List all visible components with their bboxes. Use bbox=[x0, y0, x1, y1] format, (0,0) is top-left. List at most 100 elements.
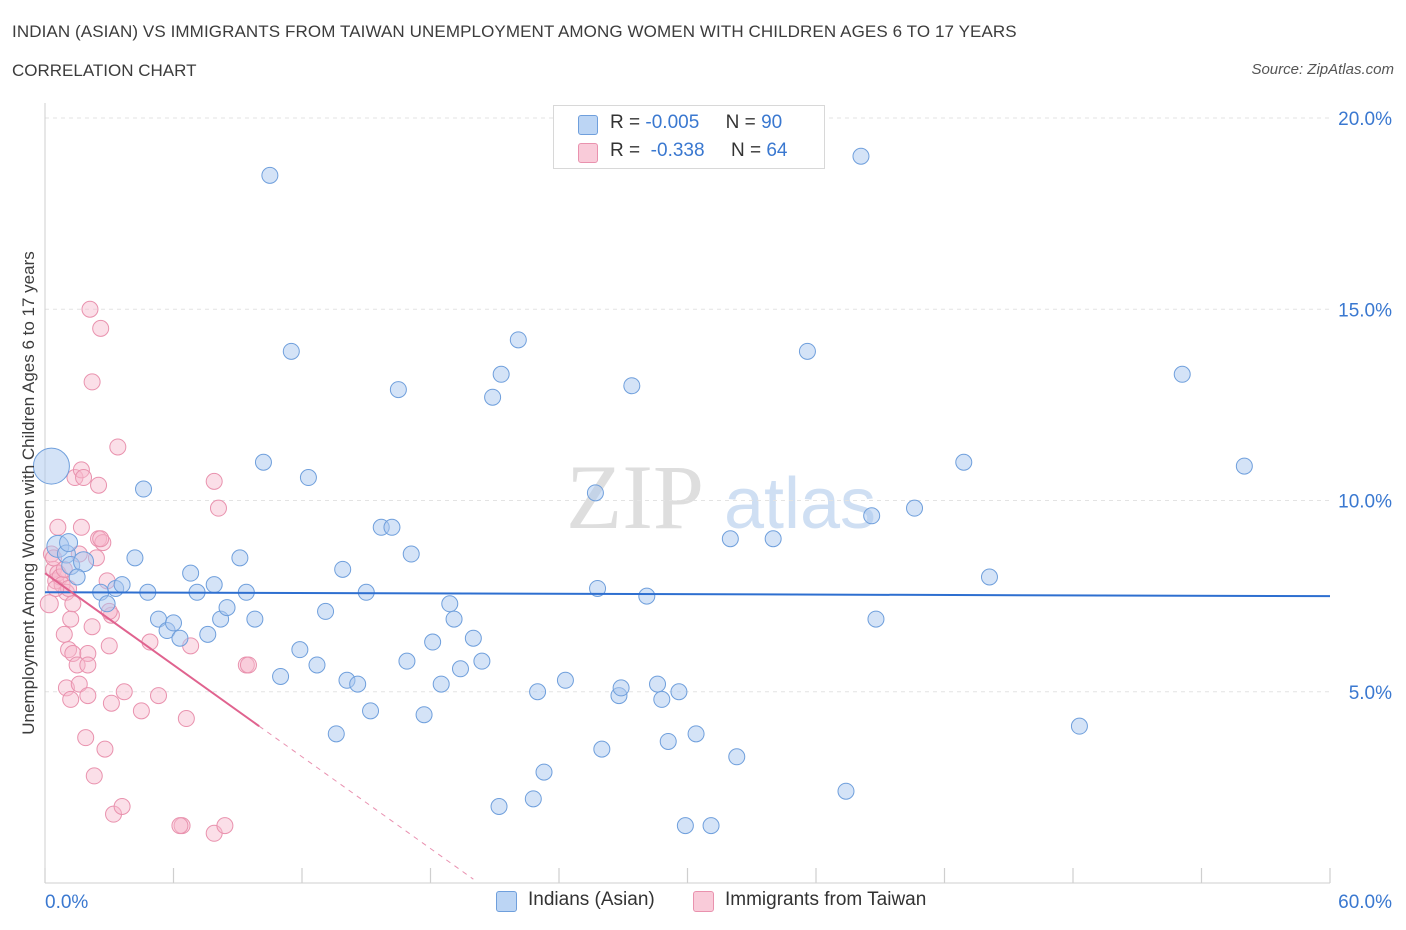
taiwan-point bbox=[177, 710, 195, 728]
indians-point bbox=[1235, 457, 1253, 475]
taiwan-point bbox=[83, 618, 101, 636]
indians-point bbox=[272, 667, 290, 685]
indians-point bbox=[451, 660, 469, 678]
indians-point bbox=[687, 725, 705, 743]
indians-point bbox=[398, 652, 416, 670]
indians-point bbox=[728, 748, 746, 766]
indians-point bbox=[721, 530, 739, 548]
taiwan-point bbox=[100, 637, 118, 655]
taiwan-point bbox=[62, 610, 80, 628]
indians-point bbox=[524, 790, 542, 808]
axes bbox=[44, 103, 1331, 884]
series-legend: Indians (Asian) Immigrants from Taiwan bbox=[0, 887, 1406, 917]
indians-point bbox=[490, 798, 508, 815]
indians-point bbox=[389, 381, 407, 399]
indians-point bbox=[589, 579, 607, 597]
x-tick-label: 60.0% bbox=[1338, 892, 1392, 913]
indians-point bbox=[199, 625, 217, 643]
indians-point bbox=[649, 675, 667, 693]
indians-point bbox=[98, 595, 116, 613]
taiwan-point bbox=[39, 594, 59, 614]
indians-point bbox=[980, 568, 998, 586]
indians-point bbox=[32, 447, 70, 485]
r-value: -0.338 bbox=[650, 140, 705, 161]
indians-point bbox=[308, 656, 326, 674]
legend-row-text: R = -0.338 N = 64 bbox=[610, 140, 787, 162]
trend-lines bbox=[44, 572, 1331, 880]
indians-point bbox=[165, 614, 182, 632]
n-label: N = bbox=[725, 112, 756, 133]
indians-point bbox=[867, 610, 885, 628]
source-credit: Source: ZipAtlas.com bbox=[1251, 61, 1394, 78]
y-tick-label: 20.0% bbox=[1338, 109, 1392, 130]
indians-point bbox=[171, 629, 189, 647]
indians-point bbox=[126, 549, 144, 567]
y-tick-label: 5.0% bbox=[1349, 683, 1392, 704]
taiwan-point bbox=[113, 798, 131, 815]
indians-point bbox=[218, 599, 236, 617]
indians-point bbox=[1173, 365, 1191, 383]
indians-point bbox=[676, 817, 694, 835]
indians-point bbox=[670, 683, 688, 701]
indians-point bbox=[653, 690, 671, 708]
chart-title: INDIAN (ASIAN) VS IMMIGRANTS FROM TAIWAN… bbox=[12, 22, 1017, 41]
taiwan-point bbox=[77, 729, 95, 747]
indians-point bbox=[261, 166, 279, 184]
indians-point bbox=[59, 533, 79, 553]
blue-swatch bbox=[578, 115, 598, 135]
taiwan-point bbox=[49, 518, 67, 536]
taiwan-point bbox=[85, 767, 103, 785]
indians-point bbox=[317, 602, 335, 620]
gridlines bbox=[45, 117, 1330, 693]
n-value: 90 bbox=[761, 112, 783, 133]
taiwan-point bbox=[55, 625, 73, 643]
taiwan-point bbox=[62, 690, 80, 708]
indians-point bbox=[702, 817, 720, 835]
indians-point bbox=[182, 564, 200, 582]
r-value: -0.005 bbox=[645, 112, 700, 133]
indians-point bbox=[535, 763, 553, 781]
taiwan-point bbox=[92, 319, 110, 337]
indians-point bbox=[492, 365, 510, 383]
taiwan-point bbox=[79, 656, 97, 674]
watermark-zip: ZIP bbox=[566, 446, 704, 548]
indians-point bbox=[837, 782, 855, 800]
indians-point bbox=[68, 568, 86, 586]
taiwan-point bbox=[57, 679, 75, 697]
taiwan-point bbox=[70, 675, 88, 693]
indians-point bbox=[424, 633, 442, 651]
indians-point bbox=[556, 671, 574, 689]
y-axis-label: Unemployment Among Women with Children A… bbox=[19, 251, 38, 735]
indians-point bbox=[612, 679, 630, 697]
indians-point bbox=[623, 377, 641, 395]
taiwan-point bbox=[132, 702, 150, 720]
taiwan-point bbox=[209, 499, 227, 517]
taiwan-point bbox=[47, 579, 65, 597]
indians-point bbox=[529, 683, 547, 701]
taiwan-point bbox=[115, 683, 133, 701]
indians-point bbox=[484, 388, 502, 406]
series-indians-points bbox=[32, 147, 1253, 835]
indians-point bbox=[798, 342, 816, 360]
indians-point bbox=[282, 342, 300, 360]
taiwan-point bbox=[79, 687, 97, 705]
indians-point bbox=[299, 469, 317, 487]
watermark-atlas: atlas bbox=[724, 464, 876, 544]
indians-point bbox=[1070, 717, 1088, 735]
correlation-legend: R = -0.005 N = 90 R = -0.338 N = 64 bbox=[553, 105, 825, 169]
indians-point bbox=[464, 629, 482, 647]
indians-point bbox=[852, 147, 870, 165]
indians-point bbox=[113, 576, 131, 594]
chart-subtitle: CORRELATION CHART bbox=[12, 61, 197, 80]
indians-point bbox=[349, 675, 367, 693]
y-tick-label: 15.0% bbox=[1338, 300, 1392, 321]
taiwan-point bbox=[83, 373, 101, 391]
legend-item-label: Immigrants from Taiwan bbox=[725, 889, 927, 910]
y-tick-label: 10.0% bbox=[1338, 492, 1392, 513]
indians-point bbox=[327, 725, 345, 743]
r-label: R = bbox=[610, 112, 641, 133]
taiwan-point bbox=[102, 694, 120, 712]
indians-point bbox=[906, 499, 924, 517]
indians-point bbox=[334, 560, 352, 578]
